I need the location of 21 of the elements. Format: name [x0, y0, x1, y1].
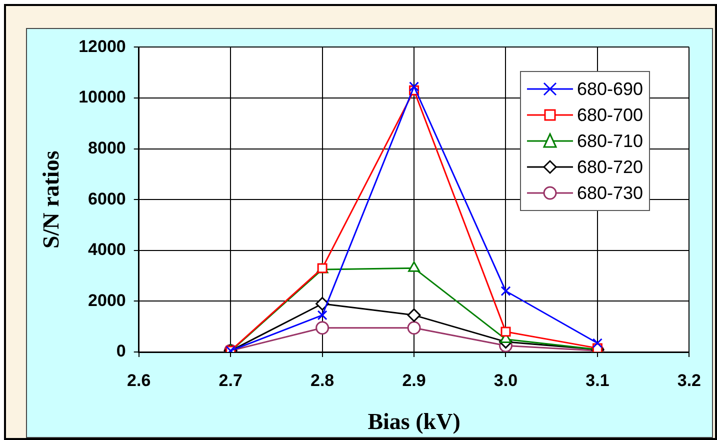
x-tick-label: 2.6	[127, 370, 151, 390]
x-tick-label: 2.7	[218, 370, 242, 390]
y-tick-label: 10000	[78, 88, 126, 107]
legend-label: 680-720	[576, 156, 643, 178]
y-tick-label: 8000	[88, 138, 126, 158]
y-tick-label: 6000	[88, 189, 126, 208]
legend-label: 680-700	[576, 104, 643, 126]
legend-label: 680-710	[576, 130, 643, 152]
x-axis-title: Bias (kV)	[368, 409, 460, 434]
x-tick-label: 3.0	[494, 370, 518, 390]
legend-label: 680-690	[576, 78, 643, 100]
x-tick-label: 2.9	[402, 370, 426, 390]
x-tick-label: 3.2	[677, 370, 702, 390]
y-tick-label: 2000	[88, 290, 126, 310]
y-tick-label: 4000	[88, 240, 126, 260]
y-tick-label: 12000	[78, 36, 126, 56]
y-tick-label: 0	[116, 342, 126, 361]
x-tick-label: 2.8	[310, 370, 334, 390]
y-axis-title: S/N ratios	[38, 150, 64, 248]
x-tick-label: 3.1	[586, 370, 610, 390]
legend-label: 680-730	[576, 182, 643, 204]
